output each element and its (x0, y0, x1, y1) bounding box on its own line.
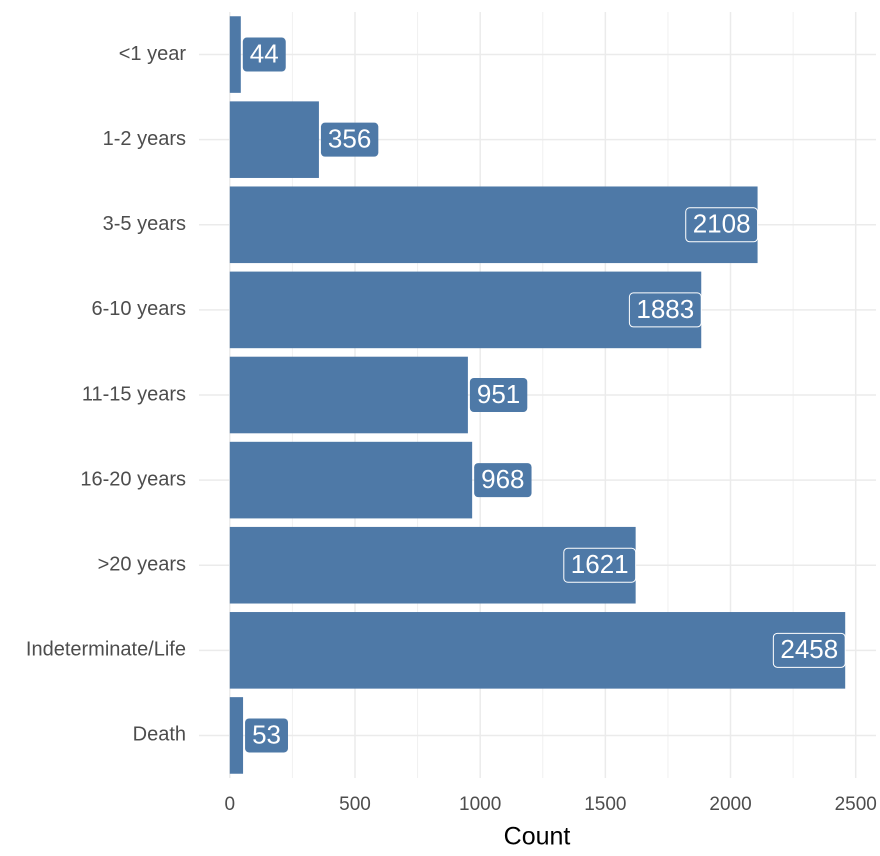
x-tick-label: 1000 (459, 794, 501, 815)
value-label-box (685, 207, 759, 243)
y-tick-label: 1-2 years (103, 128, 186, 150)
bar (229, 101, 319, 178)
value-label: 968 (481, 464, 524, 494)
y-tick-label: >20 years (98, 554, 186, 576)
bar (229, 16, 241, 93)
value-label-box (772, 632, 846, 668)
bar (229, 271, 702, 349)
bar (229, 697, 244, 774)
x-tick-label: 2500 (835, 794, 877, 815)
value-label: 951 (477, 379, 520, 409)
value-label: 53 (252, 719, 281, 749)
value-label-box (563, 547, 637, 583)
value-label: 356 (328, 124, 371, 154)
x-tick-label: 500 (339, 794, 371, 815)
y-tick-label: 11-15 years (82, 383, 186, 405)
bar (229, 356, 468, 434)
value-label: 2108 (693, 209, 751, 239)
x-tick-label: 0 (225, 794, 236, 815)
bar (229, 441, 473, 519)
value-label-box (469, 378, 528, 412)
y-tick-label: 6-10 years (92, 298, 187, 320)
bar (229, 186, 758, 264)
value-label: 1883 (636, 294, 694, 324)
value-label-box (320, 122, 379, 157)
x-tick-label: 1500 (584, 794, 626, 815)
value-label-box (474, 463, 532, 498)
y-tick-label: <1 year (119, 43, 187, 65)
y-tick-label: Death (133, 724, 186, 746)
value-label: 44 (250, 38, 279, 68)
value-label: 1621 (571, 549, 629, 579)
value-label: 2458 (780, 634, 838, 664)
y-tick-label: 3-5 years (103, 213, 186, 235)
x-tick-label: 2000 (709, 794, 751, 815)
bar (229, 612, 846, 689)
x-axis-label: Count (504, 823, 571, 851)
value-label-box (242, 37, 286, 72)
value-label-box (245, 718, 288, 753)
value-label-box (628, 292, 702, 328)
y-tick-label: 16-20 years (80, 468, 186, 490)
y-tick-label: Indeterminate/Life (26, 639, 186, 661)
